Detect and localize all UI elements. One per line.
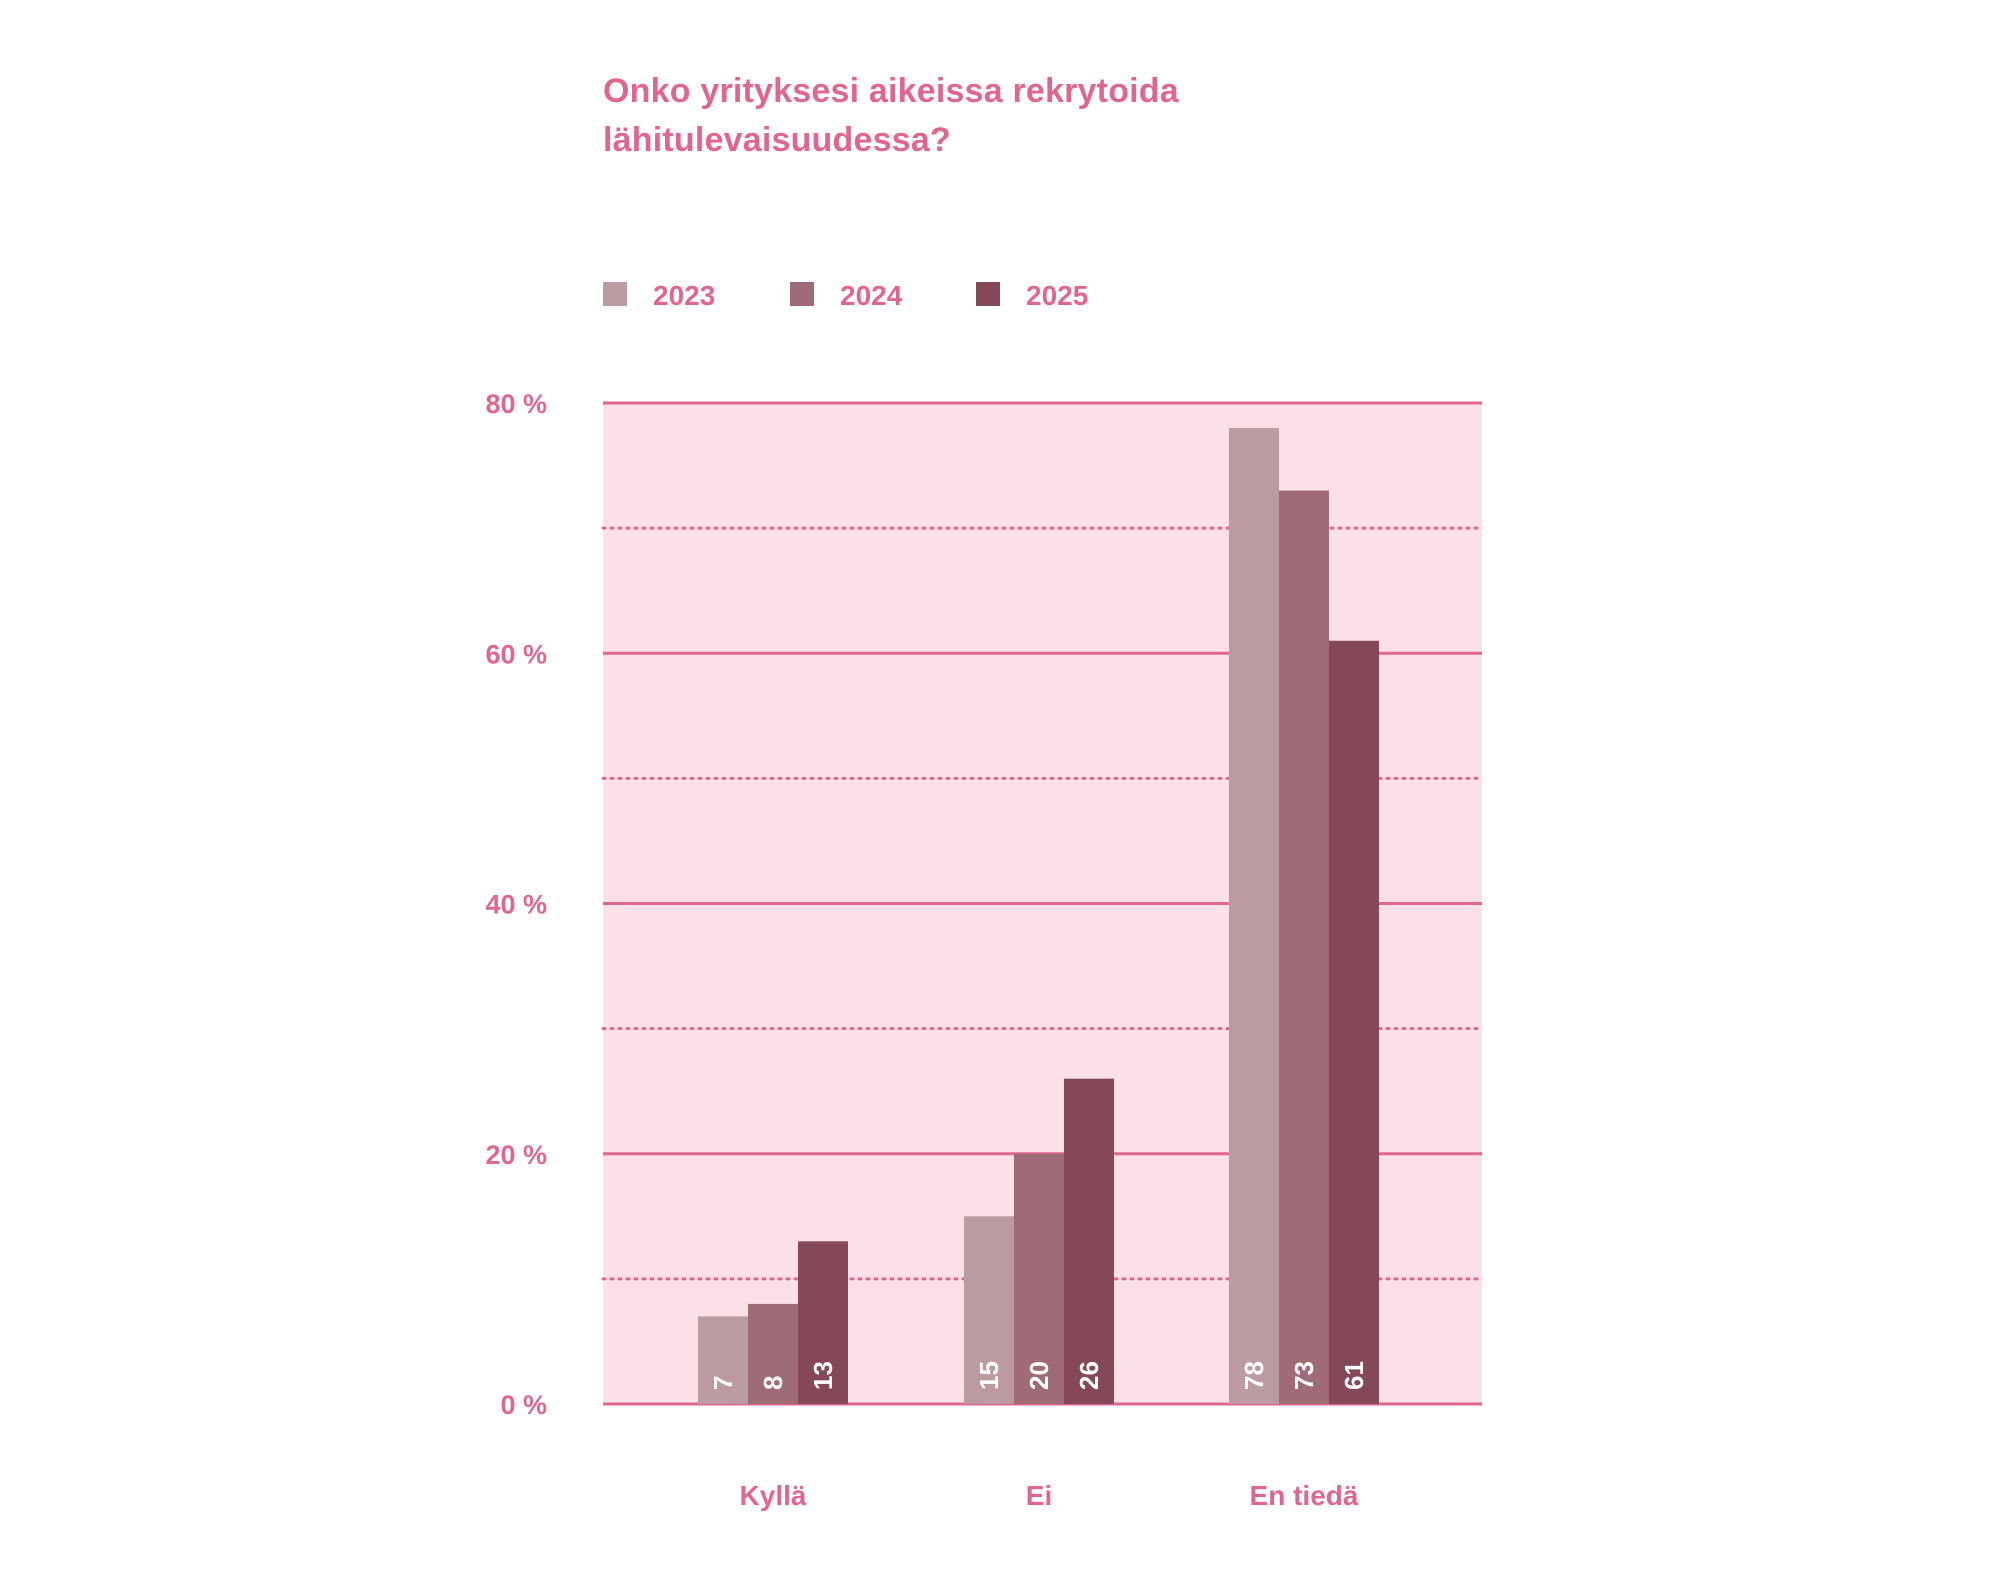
- bar: [1279, 490, 1329, 1404]
- bar: [1329, 640, 1379, 1404]
- data-label: 78: [1239, 1361, 1269, 1390]
- chart-title-line-2: lähitulevaisuudessa?: [603, 121, 951, 159]
- y-tick-label: 60 %: [485, 639, 547, 669]
- data-label: 15: [974, 1361, 1004, 1390]
- data-label: 7: [708, 1376, 738, 1390]
- data-label: 20: [1024, 1361, 1054, 1390]
- bar: [798, 1241, 848, 1404]
- x-tick-label: Kyllä: [740, 1480, 807, 1511]
- legend-label: 2023: [653, 280, 715, 311]
- bar: [1014, 1153, 1064, 1404]
- legend-swatch: [790, 282, 814, 306]
- bar: [1064, 1078, 1114, 1404]
- x-tick-label: En tiedä: [1250, 1480, 1359, 1511]
- y-tick-label: 40 %: [485, 890, 547, 920]
- legend-swatch: [976, 282, 1000, 306]
- bar: [1229, 428, 1279, 1404]
- legend-swatch: [603, 282, 627, 306]
- y-tick-label: 80 %: [485, 389, 547, 419]
- x-tick-label: Ei: [1026, 1480, 1052, 1511]
- bar: [698, 1316, 748, 1404]
- data-label: 61: [1339, 1361, 1369, 1390]
- bar: [748, 1303, 798, 1404]
- legend-label: 2025: [1026, 280, 1088, 311]
- data-label: 26: [1074, 1361, 1104, 1390]
- y-tick-label: 0 %: [500, 1390, 547, 1420]
- y-tick-label: 20 %: [485, 1140, 547, 1170]
- chart-title-line-1: Onko yrityksesi aikeissa rekrytoida: [603, 72, 1179, 110]
- bar: [964, 1216, 1014, 1404]
- data-label: 73: [1289, 1361, 1319, 1390]
- data-label: 13: [808, 1361, 838, 1390]
- legend-label: 2024: [840, 280, 903, 311]
- data-label: 8: [758, 1376, 788, 1390]
